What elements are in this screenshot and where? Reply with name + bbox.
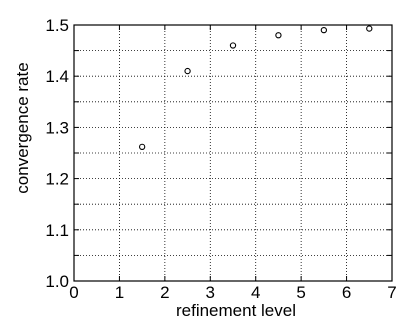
data-point	[366, 25, 373, 32]
x-tick-label: 1	[115, 283, 124, 302]
data-point	[138, 143, 146, 151]
x-tick-label: 2	[160, 283, 169, 302]
y-tick-label: 1.0	[45, 272, 69, 291]
y-axis-title: convergence rate	[13, 62, 32, 193]
data-point	[184, 67, 191, 75]
x-tick-label: 0	[69, 283, 78, 302]
y-tick-label: 1.5	[45, 16, 69, 35]
tick-marks	[73, 24, 393, 282]
tick-labels: 0 1 2 3 4 5 6 7 1.0 1.1 1.2 1.3 1.4 1.5	[45, 16, 396, 302]
data-points	[138, 25, 373, 151]
x-tick-label: 7	[387, 283, 396, 302]
x-tick-label: 5	[296, 283, 305, 302]
y-tick-label: 1.2	[45, 170, 69, 189]
y-tick-label: 1.3	[45, 118, 69, 137]
x-axis-title: refinement level	[176, 301, 296, 320]
data-point	[275, 32, 282, 39]
data-point	[320, 26, 328, 34]
grid-lines	[74, 25, 392, 281]
data-point	[229, 42, 237, 49]
x-tick-label: 6	[342, 283, 351, 302]
x-tick-label: 3	[206, 283, 215, 302]
y-tick-label: 1.1	[45, 221, 69, 240]
x-tick-label: 4	[251, 283, 260, 302]
y-tick-label: 1.4	[45, 67, 69, 86]
